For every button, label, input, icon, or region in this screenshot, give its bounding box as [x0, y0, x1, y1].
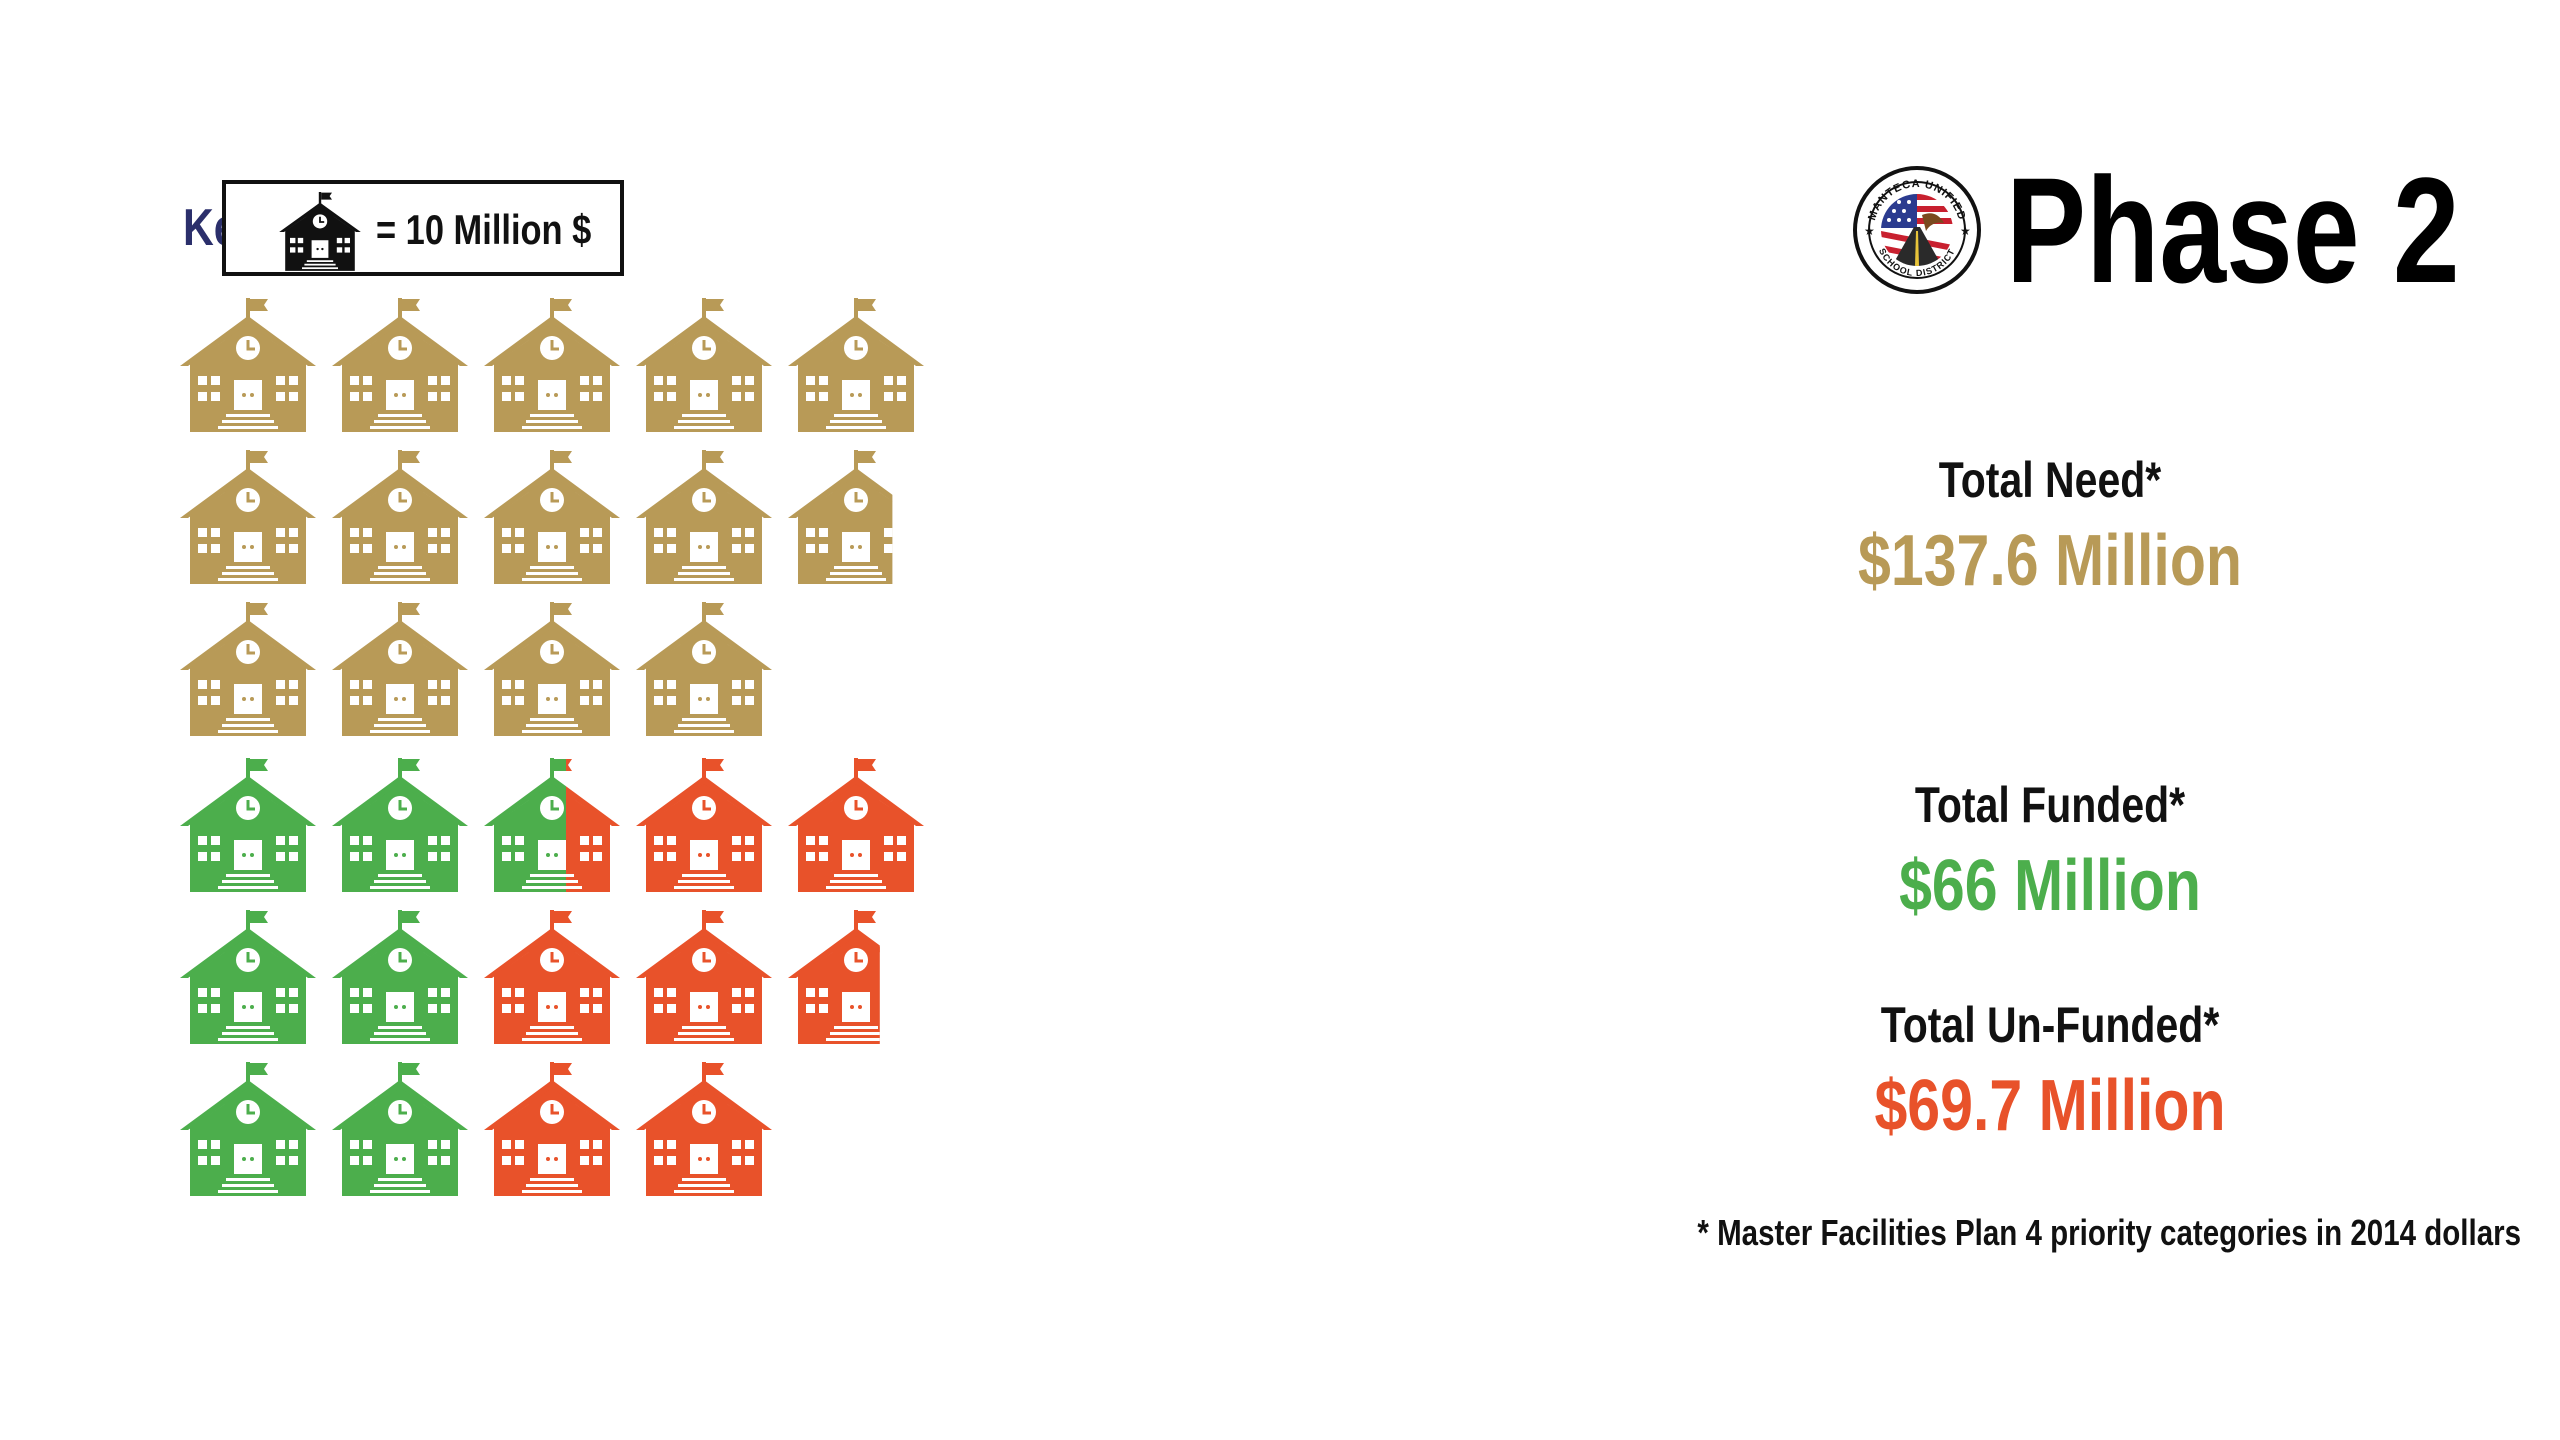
funded-schoolhouse-icon [180, 910, 316, 1044]
key-box: = 10 Million $ [222, 180, 624, 276]
unfunded-schoolhouse-icon [636, 758, 772, 892]
need-schoolhouse-icon [332, 450, 468, 584]
funded-schoolhouse-icon [180, 758, 316, 892]
stat-total-funded: Total Funded* $66 Million [1640, 780, 2460, 922]
stat-funded-label: Total Funded* [1914, 777, 2186, 833]
funded-schoolhouse-icon [332, 1062, 468, 1196]
need-schoolhouse-icon [484, 602, 620, 736]
stat-total-unfunded: Total Un-Funded* $69.7 Million [1640, 1000, 2460, 1142]
need-schoolhouse-icon [636, 298, 772, 432]
need-schoolhouse-icon [332, 298, 468, 432]
stat-total-need: Total Need* $137.6 Million [1640, 455, 2460, 597]
schoolhouse-icon [279, 192, 361, 271]
district-seal-icon: MANTECA UNIFIED SCHOOL DISTRICT ★ ★ [1853, 166, 1981, 294]
key-schoolhouse-icon [279, 192, 361, 271]
unfunded-schoolhouse-icon [484, 910, 620, 1044]
funded-schoolhouse-icon [332, 910, 468, 1044]
key-text: = 10 Million $ [376, 206, 592, 253]
page-title: Phase 2 [2006, 146, 2460, 314]
need-schoolhouse-icon [788, 450, 893, 584]
need-schoolhouse-icon [180, 298, 316, 432]
svg-text:★: ★ [1960, 224, 1971, 238]
need-schoolhouse-icon [180, 602, 316, 736]
need-schoolhouse-icon [636, 602, 772, 736]
funded-schoolhouse-icon [332, 758, 468, 892]
need-schoolhouse-icon [484, 298, 620, 432]
pictograph-chart [180, 298, 924, 1196]
footnote: * Master Facilities Plan 4 priority cate… [1697, 1212, 2522, 1253]
stat-need-value: $137.6 Million [1858, 521, 2242, 601]
svg-text:★: ★ [1864, 224, 1875, 238]
unfunded-schoolhouse-icon [636, 1062, 772, 1196]
need-schoolhouse-icon [332, 602, 468, 736]
need-schoolhouse-icon [636, 450, 772, 584]
need-schoolhouse-icon [180, 450, 316, 584]
stat-funded-value: $66 Million [1899, 846, 2201, 926]
unfunded-schoolhouse-icon [788, 910, 880, 1044]
stat-unfunded-label: Total Un-Funded* [1880, 997, 2220, 1053]
need-schoolhouse-icon [788, 298, 924, 432]
unfunded-schoolhouse-icon [484, 1062, 620, 1196]
funded-schoolhouse-icon [180, 1062, 316, 1196]
stat-need-label: Total Need* [1938, 452, 2162, 508]
need-schoolhouse-icon [484, 450, 620, 584]
funded-schoolhouse-icon [484, 758, 566, 892]
unfunded-schoolhouse-icon [636, 910, 772, 1044]
unfunded-schoolhouse-icon [788, 758, 924, 892]
stat-unfunded-value: $69.7 Million [1874, 1066, 2226, 1146]
